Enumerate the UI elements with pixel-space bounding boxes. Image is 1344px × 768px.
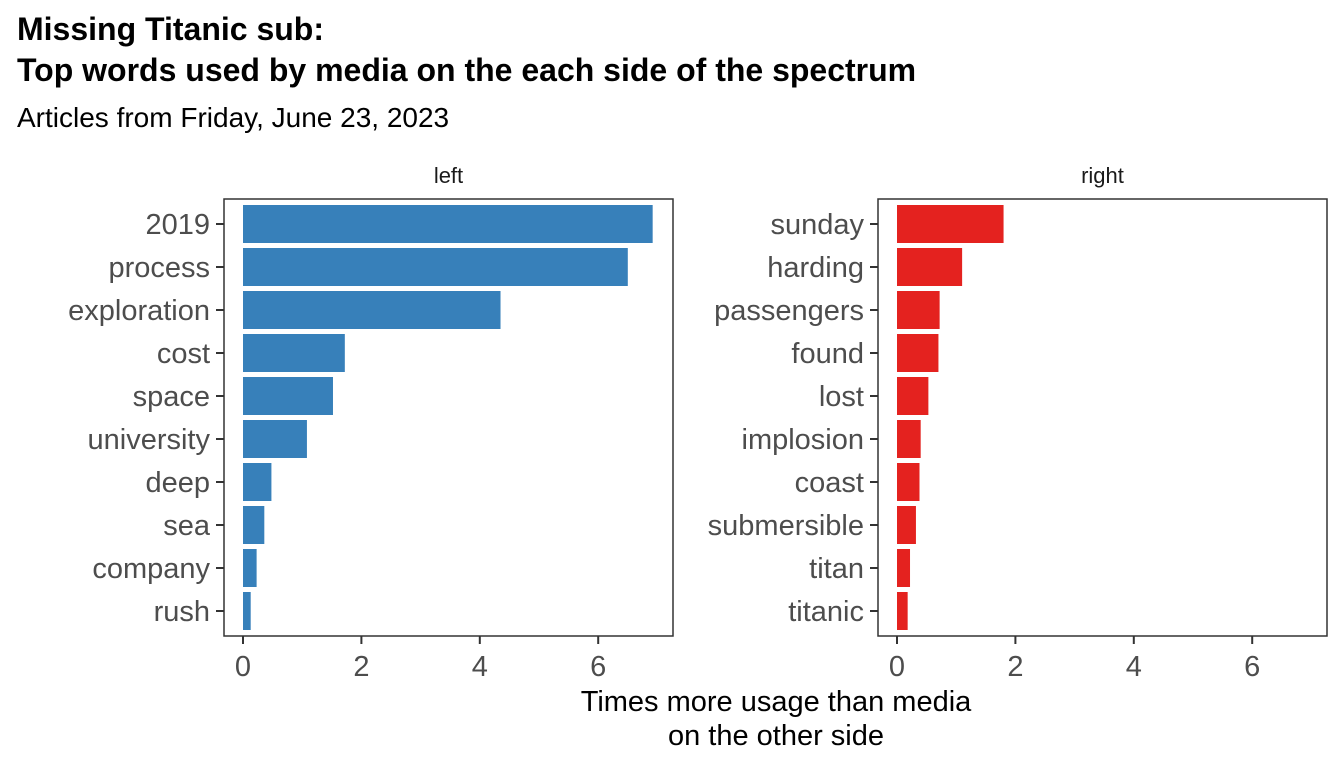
- bar-left-deep: [243, 463, 272, 501]
- y-tick-label-left-process: process: [108, 252, 210, 284]
- chart-title-line-1: Missing Titanic sub:: [17, 11, 324, 47]
- y-tick-label-right-harding: harding: [767, 252, 864, 284]
- x-tick-label-right-0: 0: [889, 651, 905, 683]
- bar-right-passengers: [897, 291, 940, 329]
- panel-right: right sunday harding passengers found lost imp…: [708, 163, 1328, 683]
- x-tick-label-left-0: 0: [235, 651, 251, 683]
- y-tick-label-left-rush: rush: [154, 596, 210, 628]
- chart-subtitle: Articles from Friday, June 23, 2023: [17, 102, 449, 133]
- y-tick-label-right-lost: lost: [819, 381, 864, 413]
- bar-right-harding: [897, 248, 963, 286]
- bar-left-process: [243, 248, 628, 286]
- x-tick-label-left-4: 4: [472, 651, 488, 683]
- panel-border-left: [223, 198, 674, 637]
- x-tick-label-left-2: 2: [353, 651, 369, 683]
- facet-panels: left 2019 process exploration cost space unive…: [68, 163, 1328, 683]
- y-tick-label-left-university: university: [88, 424, 211, 456]
- bar-right-sunday: [897, 205, 1004, 243]
- y-tick-label-left-company: company: [92, 553, 210, 585]
- bar-right-found: [897, 334, 939, 372]
- y-tick-label-right-implosion: implosion: [742, 424, 865, 456]
- y-tick-label-right-sunday: sunday: [770, 209, 864, 241]
- x-tick-label-left-6: 6: [590, 651, 606, 683]
- bar-right-titanic: [897, 592, 908, 630]
- y-tick-label-left-2019: 2019: [145, 209, 210, 241]
- y-tick-label-right-titanic: titanic: [788, 596, 864, 628]
- panel-left: left 2019 process exploration cost space unive…: [68, 163, 674, 683]
- bar-right-implosion: [897, 420, 921, 458]
- x-axis-title-line-2: on the other side: [668, 720, 884, 752]
- y-tick-label-right-coast: coast: [795, 467, 864, 499]
- x-tick-label-right-2: 2: [1007, 651, 1023, 683]
- facet-strip-label-left: left: [434, 163, 463, 188]
- bar-left-2019: [243, 205, 653, 243]
- bar-left-sea: [243, 506, 265, 544]
- y-tick-label-left-space: space: [133, 381, 210, 413]
- y-tick-label-left-exploration: exploration: [68, 295, 210, 327]
- bar-left-space: [243, 377, 333, 415]
- y-tick-label-right-passengers: passengers: [714, 295, 864, 327]
- bar-left-rush: [243, 592, 251, 630]
- x-tick-label-right-4: 4: [1126, 651, 1142, 683]
- y-tick-label-left-cost: cost: [157, 338, 210, 370]
- chart-title-line-2: Top words used by media on the each side…: [17, 52, 916, 88]
- x-tick-label-right-6: 6: [1244, 651, 1260, 683]
- bar-right-submersible: [897, 506, 916, 544]
- y-tick-label-left-deep: deep: [145, 467, 210, 499]
- bar-left-university: [243, 420, 307, 458]
- bar-right-lost: [897, 377, 929, 415]
- y-tick-label-right-submersible: submersible: [708, 510, 864, 542]
- x-axis-title-line-1: Times more usage than media: [581, 686, 972, 718]
- y-tick-label-left-sea: sea: [163, 510, 211, 542]
- y-tick-label-right-titan: titan: [809, 553, 864, 585]
- y-tick-label-right-found: found: [791, 338, 864, 370]
- bar-left-cost: [243, 334, 345, 372]
- bar-left-exploration: [243, 291, 501, 329]
- bar-right-coast: [897, 463, 920, 501]
- panel-border-right: [877, 198, 1328, 637]
- bar-right-titan: [897, 549, 911, 587]
- bar-left-company: [243, 549, 257, 587]
- facet-strip-label-right: right: [1081, 163, 1124, 188]
